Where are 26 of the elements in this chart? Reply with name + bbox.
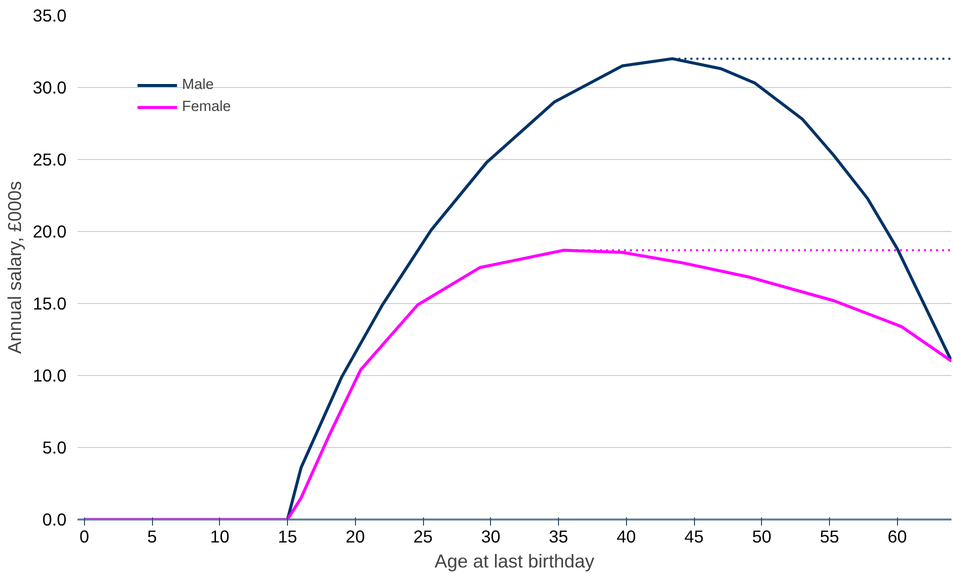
x-tick-label: 25 (413, 526, 433, 546)
x-tick-label: 40 (616, 526, 636, 546)
y-tick-label: 10.0 (32, 366, 67, 386)
x-tick-label: 15 (278, 526, 298, 546)
y-axis-title: Annual salary, £000s (4, 181, 25, 354)
y-tick-label: 15.0 (32, 294, 67, 314)
x-tick-label: 0 (79, 526, 90, 546)
y-tick-label: 35.0 (32, 6, 67, 26)
x-tick-label: 10 (210, 526, 230, 546)
y-tick-label: 0.0 (42, 510, 67, 530)
x-tick-label: 20 (346, 526, 365, 546)
x-tick-label: 55 (820, 526, 840, 546)
x-tick-label: 50 (752, 526, 772, 546)
legend-label: Female (182, 99, 231, 115)
legend-label: Male (182, 77, 214, 93)
x-tick-label: 35 (548, 526, 568, 546)
x-tick-label: 5 (147, 526, 157, 546)
line-series (82, 248, 952, 520)
x-tick-label: 45 (684, 526, 704, 546)
y-tick-label: 30.0 (32, 78, 67, 98)
x-axis-title: Age at last birthday (434, 550, 596, 572)
x-tick-label: 60 (888, 526, 907, 546)
y-tick-label: 25.0 (32, 150, 67, 170)
y-tick-label: 5.0 (42, 438, 67, 458)
x-tick-label: 30 (481, 526, 500, 546)
y-tick-label: 20.0 (32, 222, 67, 242)
